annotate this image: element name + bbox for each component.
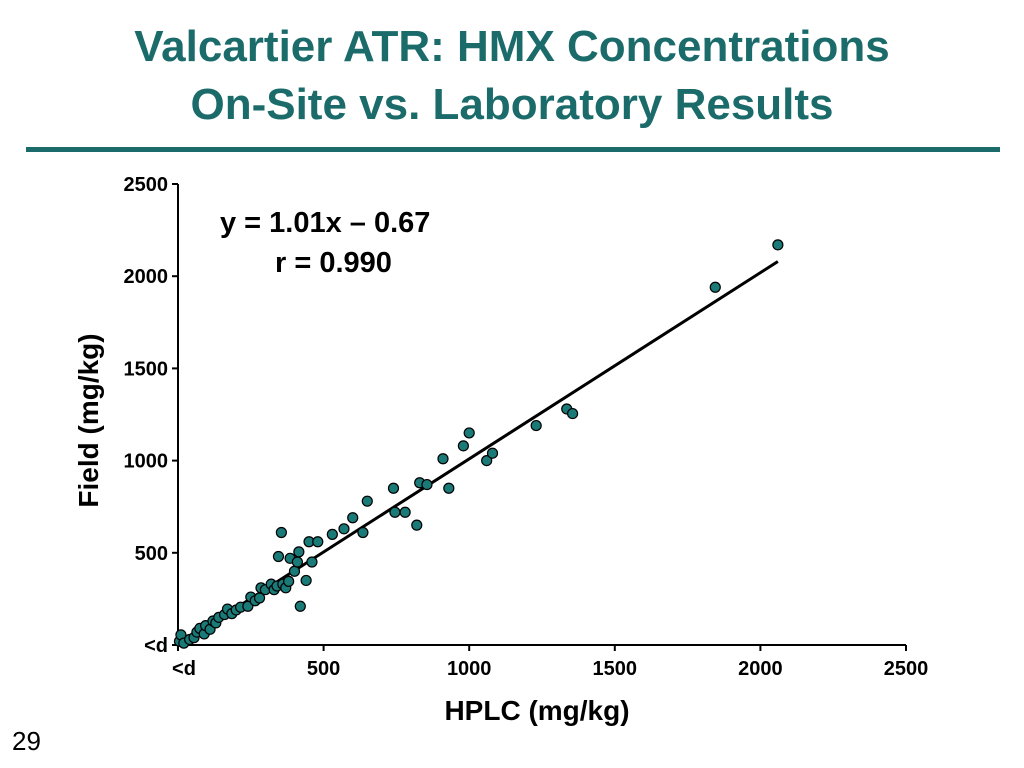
x-tick-label: <d	[172, 658, 196, 680]
data-point	[421, 478, 433, 491]
x-tick-label: 1500	[593, 658, 638, 680]
y-tick-label: 500	[135, 543, 168, 565]
data-point	[709, 281, 721, 293]
data-point	[283, 575, 295, 587]
data-point	[312, 536, 324, 548]
data-point	[300, 574, 312, 587]
data-point	[566, 407, 579, 420]
data-point	[437, 453, 449, 465]
data-point	[275, 526, 287, 539]
y-tick-label: 1000	[124, 451, 169, 473]
x-tick-label: 1000	[447, 658, 492, 680]
data-point	[288, 565, 301, 577]
data-point	[389, 506, 401, 518]
data-point	[306, 556, 318, 568]
correlation-annotation: r = 0.990	[275, 247, 392, 279]
data-point	[357, 526, 369, 539]
y-tick-label: 2000	[124, 266, 169, 288]
data-point	[361, 495, 373, 507]
y-tick-label: 2500	[124, 174, 169, 196]
x-tick-label: 2000	[738, 658, 783, 680]
data-point	[443, 482, 455, 494]
x-axis-label: HPLC (mg/kg)	[444, 695, 629, 726]
title-divider	[26, 147, 1000, 152]
x-tick-label: 500	[307, 658, 340, 680]
data-point	[291, 556, 303, 568]
data-point	[294, 600, 306, 612]
y-axis-label: Field (mg/kg)	[73, 333, 104, 507]
data-point	[387, 482, 400, 494]
data-point	[326, 528, 338, 540]
data-point	[772, 239, 784, 251]
y-tick-label: <d	[144, 635, 168, 657]
data-point	[347, 512, 359, 524]
title-line-2: On-Site vs. Laboratory Results	[190, 80, 834, 129]
data-point	[399, 506, 411, 518]
x-tick-label: 2500	[884, 658, 929, 680]
data-point	[486, 447, 499, 459]
slide-title: Valcartier ATR: HMX Concentrations On-Si…	[0, 18, 1024, 134]
data-point	[338, 523, 350, 535]
y-tick-label: 1500	[124, 358, 169, 380]
title-line-1: Valcartier ATR: HMX Concentrations	[134, 22, 890, 71]
data-point	[293, 546, 305, 558]
equation-annotation: y = 1.01x – 0.67	[220, 207, 430, 239]
page-number: 29	[12, 726, 41, 756]
data-point	[530, 419, 542, 432]
data-point	[463, 427, 475, 439]
data-point	[481, 455, 493, 467]
data-point	[411, 519, 423, 531]
data-point	[272, 550, 285, 563]
data-point	[457, 440, 469, 452]
